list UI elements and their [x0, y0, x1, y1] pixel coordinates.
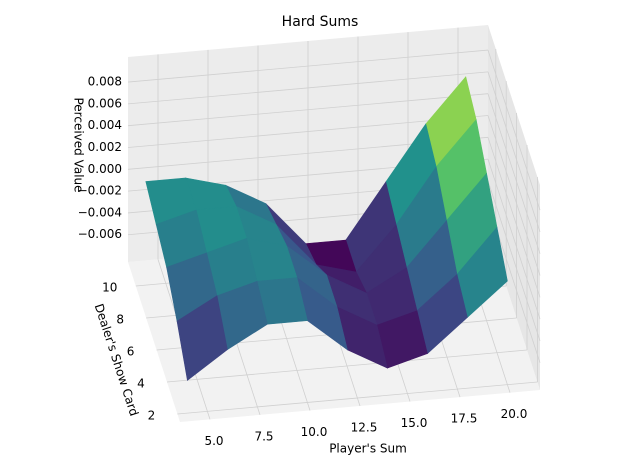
x-tick-label: 10.0	[301, 425, 328, 439]
grid-line	[487, 115, 541, 276]
grid-line	[177, 381, 538, 415]
z-tick-label: 0.008	[88, 75, 122, 89]
z-axis-title: Perceived Value	[72, 97, 86, 192]
surface-patch	[176, 295, 228, 381]
x-tick-label: 17.5	[451, 412, 478, 426]
x-tick-label: 5.0	[204, 434, 223, 448]
z-tick-label: −0.004	[78, 205, 122, 219]
x-axis-title: Player's Sum	[329, 442, 407, 456]
grid-line	[127, 71, 489, 105]
y-tick-label: 10	[102, 281, 117, 295]
grid-line	[487, 71, 541, 233]
x-tick-label: 12.5	[351, 421, 378, 435]
z-tick-label: −0.006	[78, 227, 122, 241]
z-tick-label: 0.006	[88, 96, 122, 110]
grid-line	[127, 93, 489, 127]
grid-line	[487, 49, 541, 211]
grid-line	[127, 49, 489, 83]
chart-title: Hard Sums	[282, 14, 359, 30]
z-tick-label: 0.002	[88, 140, 122, 154]
y-tick-label: 4	[137, 377, 145, 391]
y-tick-label: 2	[148, 409, 156, 423]
y-tick-label: 6	[127, 345, 135, 359]
grid-line	[487, 180, 541, 342]
y-tick-label: 8	[116, 313, 124, 327]
grid-line	[487, 93, 541, 254]
grid-line	[127, 115, 489, 148]
x-tick-label: 15.0	[401, 416, 428, 430]
grid-line	[487, 158, 541, 320]
z-tick-label: 0.004	[88, 118, 122, 132]
grid-line	[166, 349, 528, 383]
z-tick-label: 0.000	[88, 162, 122, 176]
grid-line	[487, 137, 541, 298]
x-tick-label: 7.5	[254, 429, 273, 443]
z-tick-label: −0.002	[78, 184, 122, 198]
x-tick-label: 20.0	[501, 407, 528, 421]
